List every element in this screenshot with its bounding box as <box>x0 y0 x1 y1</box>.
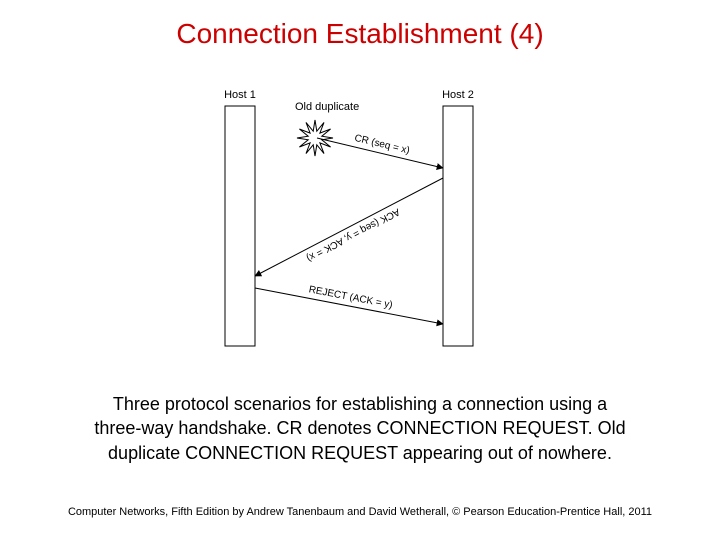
footer-text: Computer Networks, Fifth Edition by Andr… <box>0 506 720 518</box>
page-title: Connection Establishment (4) <box>0 0 720 50</box>
svg-text:REJECT (ACK = y): REJECT (ACK = y) <box>308 284 394 311</box>
svg-text:Host 2: Host 2 <box>442 89 474 101</box>
svg-text:Old duplicate: Old duplicate <box>295 101 359 113</box>
sequence-diagram: Host 1Host 2Old duplicateCR (seq = x)ACK… <box>195 88 525 363</box>
svg-text:ACK (seq = y, ACK = x): ACK (seq = y, ACK = x) <box>304 206 401 264</box>
svg-text:Host 1: Host 1 <box>224 89 256 101</box>
caption-line: duplicate CONNECTION REQUEST appearing o… <box>40 441 680 465</box>
caption-text: Three protocol scenarios for establishin… <box>0 392 720 465</box>
caption-line: three-way handshake. CR denotes CONNECTI… <box>40 416 680 440</box>
caption-line: Three protocol scenarios for establishin… <box>40 392 680 416</box>
